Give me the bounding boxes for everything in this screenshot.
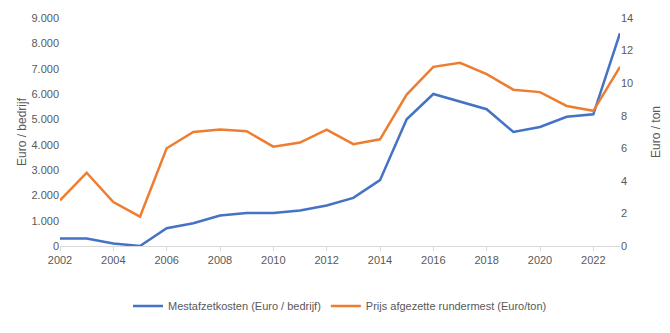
svg-text:2012: 2012 [314, 254, 338, 266]
svg-text:4: 4 [621, 175, 627, 187]
svg-text:4.000: 4.000 [31, 139, 59, 151]
svg-text:2014: 2014 [368, 254, 392, 266]
svg-text:14: 14 [621, 12, 633, 24]
svg-text:1.000: 1.000 [31, 215, 59, 227]
svg-text:2.000: 2.000 [31, 189, 59, 201]
svg-text:2: 2 [621, 207, 627, 219]
svg-text:6.000: 6.000 [31, 88, 59, 100]
svg-text:2022: 2022 [581, 254, 605, 266]
svg-text:Mestafzetkosten (Euro / bedrij: Mestafzetkosten (Euro / bedrijf) [168, 300, 321, 312]
svg-text:8.000: 8.000 [31, 37, 59, 49]
svg-text:8: 8 [621, 110, 627, 122]
svg-text:6: 6 [621, 142, 627, 154]
svg-text:3.000: 3.000 [31, 164, 59, 176]
svg-text:2018: 2018 [474, 254, 498, 266]
svg-text:Euro / ton: Euro / ton [649, 106, 663, 158]
svg-text:2002: 2002 [48, 254, 72, 266]
svg-text:7.000: 7.000 [31, 63, 59, 75]
svg-text:2010: 2010 [261, 254, 285, 266]
svg-text:2016: 2016 [421, 254, 445, 266]
svg-text:0: 0 [621, 240, 627, 252]
svg-text:0: 0 [53, 240, 59, 252]
svg-text:12: 12 [621, 44, 633, 56]
svg-text:2008: 2008 [208, 254, 232, 266]
svg-text:9.000: 9.000 [31, 12, 59, 24]
svg-text:2020: 2020 [528, 254, 552, 266]
svg-text:10: 10 [621, 77, 633, 89]
svg-text:Euro / bedrijf: Euro / bedrijf [15, 97, 29, 166]
svg-text:5.000: 5.000 [31, 113, 59, 125]
svg-text:Prijs afgezette rundermest (Eu: Prijs afgezette rundermest (Euro/ton) [366, 300, 546, 312]
svg-text:2006: 2006 [154, 254, 178, 266]
svg-text:2004: 2004 [101, 254, 125, 266]
